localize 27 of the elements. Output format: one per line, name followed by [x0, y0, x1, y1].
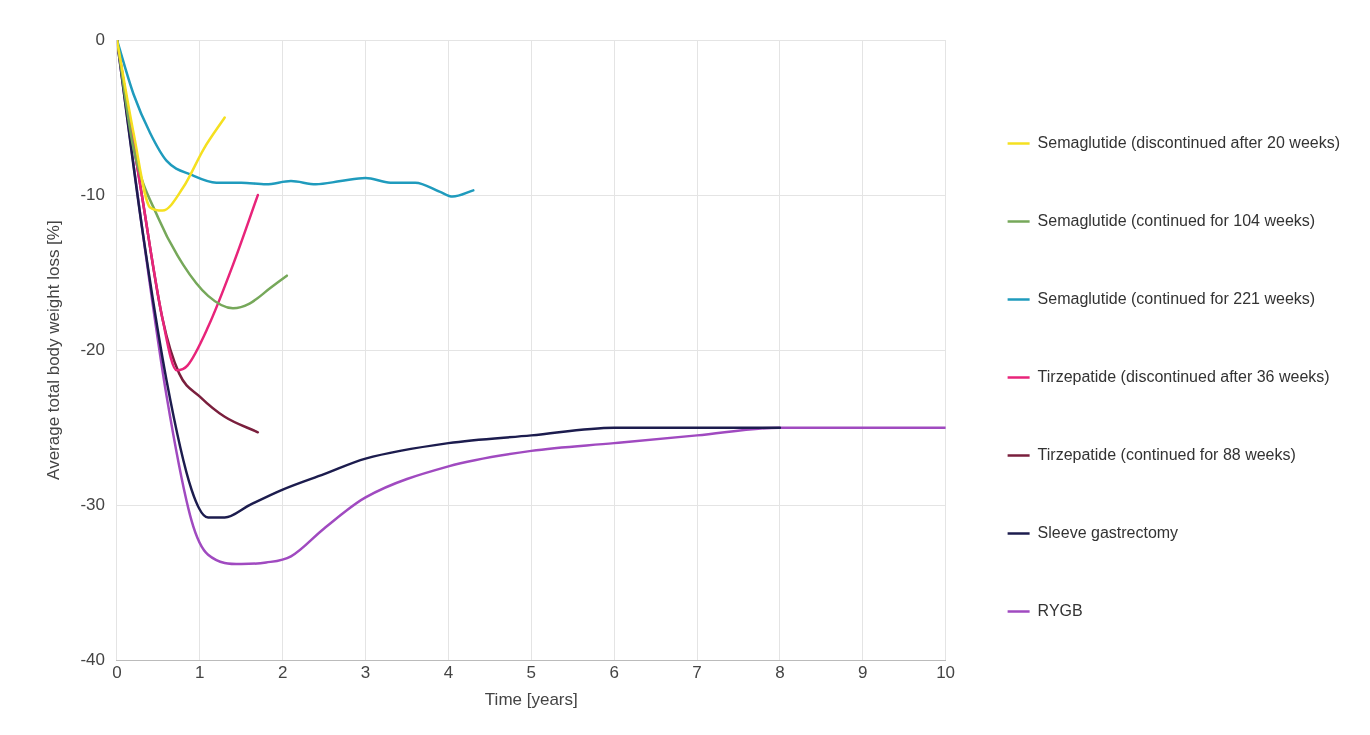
- legend-label: Semaglutide (discontinued after 20 weeks): [1037, 133, 1340, 151]
- x-tick-label: 1: [195, 663, 205, 683]
- x-tick-label: 4: [443, 663, 454, 683]
- x-tick-label: 7: [692, 663, 702, 683]
- y-tick-label: -20: [80, 339, 105, 359]
- x-axis-title: Time [years]: [484, 690, 578, 710]
- x-tick-label: 10: [936, 663, 956, 683]
- legend-label: Tirzepatide (continued for 88 weeks): [1037, 445, 1296, 463]
- y-tick-label: -10: [80, 184, 105, 204]
- legend-label: Semaglutide (continued for 221 weeks): [1037, 289, 1316, 307]
- y-tick-label: -40: [80, 649, 105, 669]
- x-tick-label: 2: [277, 663, 288, 683]
- x-tick-label: 9: [858, 663, 868, 683]
- y-tick-label: -30: [80, 494, 105, 514]
- legend-label: Tirzepatide (discontinued after 36 weeks): [1037, 367, 1330, 385]
- y-tick-label: 0: [95, 29, 105, 49]
- x-tick-label: 0: [112, 663, 122, 683]
- x-tick-label: 6: [609, 663, 619, 683]
- line-series: [116, 40, 475, 198]
- legend-label: RYGB: [1037, 601, 1083, 619]
- x-tick-label: 3: [360, 663, 371, 683]
- legend-label: Sleeve gastrectomy: [1037, 523, 1179, 541]
- legend-label: Semaglutide (continued for 104 weeks): [1037, 211, 1316, 229]
- x-tick-label: 8: [775, 663, 785, 683]
- line-series: [116, 40, 226, 212]
- y-axis-title: Average total body weight loss [%]: [43, 220, 63, 480]
- x-tick-label: 5: [526, 663, 537, 683]
